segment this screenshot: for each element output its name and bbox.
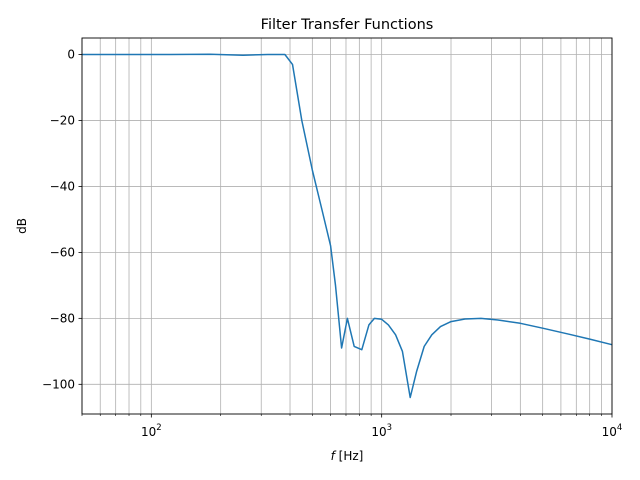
x-tick-label: 104 — [602, 423, 623, 439]
x-tick-label-base: 10 — [141, 425, 156, 439]
y-tick-label: −40 — [50, 179, 75, 193]
y-axis-label: dB — [15, 218, 29, 234]
x-tick-label: 103 — [371, 423, 392, 439]
x-axis-label-unit: [Hz] — [335, 449, 364, 463]
x-tick-label-exponent: 2 — [156, 423, 161, 433]
grid — [81, 38, 613, 414]
y-tick-label: −60 — [50, 245, 75, 259]
x-tick-label-base: 10 — [371, 425, 386, 439]
y-tick-label: −80 — [50, 311, 75, 325]
x-axis-label-variable: f — [331, 449, 337, 463]
chart-title: Filter Transfer Functions — [261, 17, 434, 33]
x-tick-label-base: 10 — [602, 425, 617, 439]
x-tick-label-exponent: 3 — [387, 423, 392, 433]
series-line — [82, 53, 613, 399]
x-tick-label: 102 — [141, 423, 162, 439]
plot-frame — [81, 37, 613, 415]
series-layer — [82, 53, 613, 399]
y-tick-label: −100 — [42, 377, 75, 391]
x-axis-label: f [Hz] — [331, 449, 364, 463]
y-tick-label: 0 — [67, 47, 75, 61]
x-tick-label-exponent: 4 — [617, 423, 622, 433]
y-tick-label: −20 — [50, 113, 75, 127]
